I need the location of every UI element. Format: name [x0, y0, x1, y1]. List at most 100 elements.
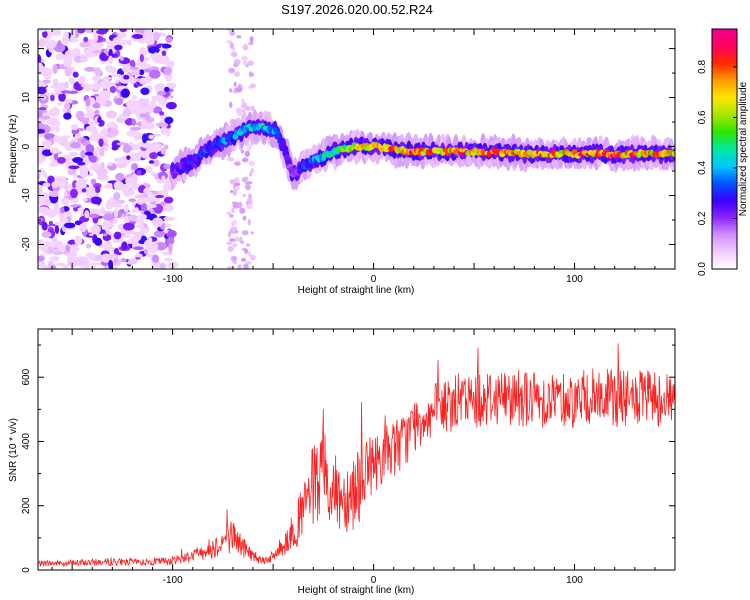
noise-blob	[54, 225, 60, 234]
noise-blob	[165, 36, 173, 43]
noise-blob	[74, 56, 83, 63]
noise-blob	[145, 191, 153, 196]
noise-blob	[144, 112, 151, 120]
noise-blob	[49, 85, 61, 89]
noise-blob	[73, 247, 80, 253]
noise-blob	[53, 135, 61, 143]
noise-blob	[38, 206, 49, 212]
noise-blob	[227, 230, 232, 238]
noise-blob	[108, 55, 113, 65]
noise-blob	[62, 154, 71, 159]
noise-blob	[128, 214, 138, 222]
noise-blob	[70, 123, 79, 131]
noise-blob	[248, 160, 256, 167]
y-tick-label: 600	[21, 368, 32, 385]
noise-blob	[250, 105, 255, 112]
snr-ylabel: SNR (10 * v/v)	[8, 418, 19, 482]
noise-blob	[85, 243, 92, 249]
noise-blob	[151, 217, 164, 227]
noise-blob	[243, 176, 249, 182]
noise-blob	[52, 78, 59, 84]
noise-blob	[164, 116, 174, 124]
x-tick-label: 100	[566, 274, 583, 285]
noise-blob	[130, 236, 139, 246]
noise-blob	[139, 69, 145, 76]
noise-blob	[109, 85, 117, 94]
noise-blob	[108, 253, 119, 259]
noise-blob	[230, 51, 238, 58]
noise-blob	[228, 67, 236, 74]
noise-blob	[162, 204, 174, 212]
noise-blob	[113, 248, 120, 256]
noise-blob	[154, 159, 160, 167]
noise-blob	[163, 86, 170, 92]
noise-blob	[117, 32, 127, 39]
noise-blob	[85, 144, 95, 154]
noise-blob	[241, 230, 249, 236]
noise-blob	[62, 264, 69, 269]
snr-plot-area	[38, 343, 675, 568]
noise-blob	[120, 88, 130, 98]
noise-blob	[231, 255, 238, 262]
noise-blob	[42, 182, 51, 188]
noise-blob	[72, 156, 84, 164]
noise-blob	[151, 171, 156, 177]
figure-title: S197.2026.020.00.52.R24	[281, 2, 433, 17]
noise-blob	[139, 53, 144, 63]
noise-blob	[140, 119, 148, 128]
noise-blob	[155, 122, 167, 127]
noise-blob	[102, 213, 115, 221]
noise-blob	[60, 213, 65, 223]
noise-blob	[86, 188, 92, 197]
noise-blob	[243, 263, 249, 269]
noise-blob	[248, 203, 253, 210]
y-tick-label: -20	[21, 237, 32, 252]
noise-blob	[64, 67, 73, 77]
noise-blob	[144, 196, 155, 203]
snr-axes: -100 0 100 0 200 400 600	[21, 329, 676, 586]
noise-blob	[77, 207, 85, 212]
noise-blob	[234, 236, 240, 242]
noise-blob	[247, 218, 252, 226]
noise-blob	[84, 151, 94, 156]
noise-blob	[124, 117, 135, 126]
noise-blob	[136, 170, 142, 175]
noise-blob	[123, 74, 130, 80]
noise-blob	[58, 138, 68, 144]
noise-blob	[123, 204, 129, 213]
noise-blob	[48, 220, 53, 226]
noise-blob	[90, 265, 96, 269]
noise-blob	[51, 181, 58, 189]
x-tick-label: 100	[566, 575, 583, 586]
noise-blob	[249, 36, 254, 43]
noise-blob	[98, 138, 104, 147]
noise-blob	[38, 168, 45, 175]
noise-blob	[76, 29, 86, 34]
noise-blob	[64, 222, 76, 229]
noise-blob	[235, 87, 243, 93]
noise-blob	[38, 260, 43, 267]
noise-blob	[122, 222, 135, 231]
noise-blob	[166, 236, 175, 246]
noise-blob	[63, 112, 72, 120]
noise-blob	[153, 96, 165, 101]
noise-blob	[99, 206, 106, 215]
noise-blob	[95, 185, 101, 194]
colorbar-tick-label: 0.4	[697, 161, 708, 175]
y-tick-label: 0	[21, 567, 32, 573]
noise-blob	[249, 83, 257, 89]
x-tick-label: -100	[163, 274, 183, 285]
noise-blob	[41, 231, 52, 238]
noise-blob	[80, 149, 86, 159]
noise-blob	[240, 240, 245, 244]
noise-blob	[229, 42, 234, 49]
colorbar-tick-label: 0.8	[697, 60, 708, 74]
noise-blob	[38, 107, 47, 111]
noise-blob	[53, 202, 59, 211]
noise-blob	[38, 38, 46, 48]
noise-blob	[41, 139, 52, 147]
noise-blob	[57, 102, 63, 106]
noise-blob	[121, 234, 132, 239]
noise-blob	[144, 33, 151, 43]
noise-blob	[98, 147, 105, 157]
